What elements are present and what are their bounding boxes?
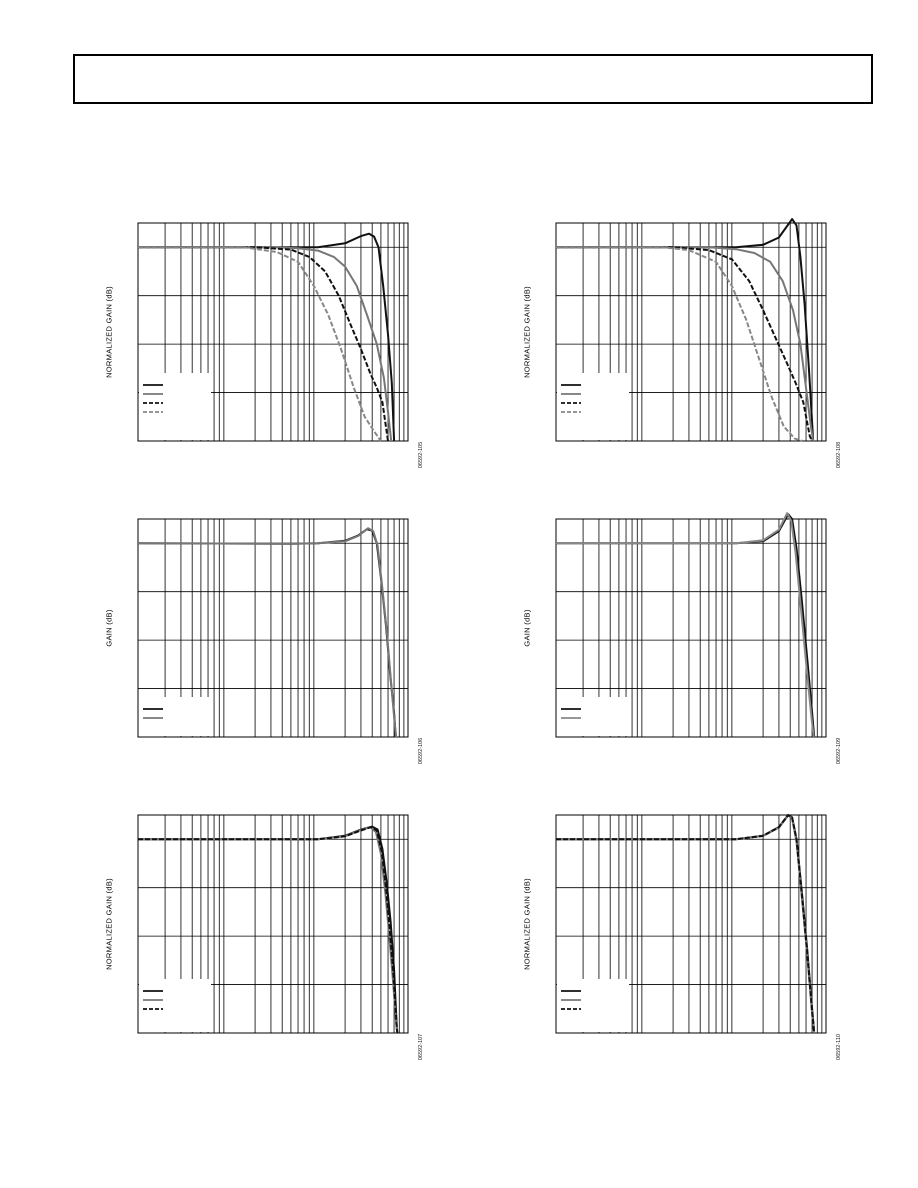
series-line-4	[556, 246, 803, 442]
chart-6-figure-id: 06592-110	[836, 1034, 842, 1060]
chart-4-figure-id: 06592-109	[836, 737, 842, 765]
plot-frame	[137, 222, 409, 442]
series-line-2	[556, 512, 815, 738]
chart-3: GAIN (dB) 06592-106	[100, 511, 520, 811]
chart-2-figure-id: 06592-108	[836, 441, 842, 469]
chart-3-figure-id: 06592-106	[418, 737, 424, 765]
plot-frame	[555, 814, 827, 1034]
series-line-1	[556, 218, 815, 442]
series-line-3	[138, 826, 399, 1034]
chart-6-y-axis-label: NORMALIZED GAIN (dB)	[522, 878, 532, 970]
legend-box	[557, 697, 629, 736]
series-line-3	[556, 814, 816, 1034]
legend-box	[139, 979, 211, 1032]
chart-2-y-axis-label: NORMALIZED GAIN (dB)	[522, 286, 532, 378]
series-line-2	[556, 246, 815, 442]
legend-box	[557, 373, 629, 440]
page-header-box	[73, 54, 873, 104]
series-line-4	[138, 246, 382, 442]
series-line-2	[138, 246, 393, 442]
chart-6: NORMALIZED GAIN (dB) 06592-110	[518, 807, 918, 1107]
chart-1-plot	[137, 222, 409, 442]
chart-4-y-axis-label: GAIN (dB)	[522, 609, 532, 647]
chart-6-plot	[555, 814, 827, 1034]
chart-2-plot	[555, 218, 827, 442]
plot-frame	[555, 222, 827, 442]
series-line-3	[556, 246, 814, 442]
chart-3-y-axis-label: GAIN (dB)	[104, 609, 114, 647]
legend-box	[139, 373, 211, 440]
chart-1-figure-id: 06592-105	[418, 441, 424, 469]
chart-5-plot	[137, 814, 409, 1034]
plot-frame	[555, 518, 827, 738]
chart-2: NORMALIZED GAIN (dB) 06592-108	[518, 215, 918, 515]
chart-4-plot	[555, 512, 827, 738]
chart-3-plot	[137, 518, 409, 738]
chart-4: GAIN (dB) 06592-109	[518, 511, 918, 811]
series-line-3	[138, 246, 389, 442]
plot-frame	[137, 814, 409, 1034]
plot-frame	[137, 518, 409, 738]
legend-box	[557, 979, 629, 1032]
chart-5-y-axis-label: NORMALIZED GAIN (dB)	[104, 878, 114, 970]
chart-5-figure-id: 06592-107	[418, 1033, 424, 1061]
series-line-1	[138, 232, 396, 442]
chart-5: NORMALIZED GAIN (dB) 06592-107	[100, 807, 520, 1107]
chart-1-y-axis-label: NORMALIZED GAIN (dB)	[104, 286, 114, 378]
legend-box	[139, 697, 211, 736]
series-line-2	[137, 527, 398, 738]
chart-1: NORMALIZED GAIN (dB) 06592-105	[100, 215, 520, 515]
